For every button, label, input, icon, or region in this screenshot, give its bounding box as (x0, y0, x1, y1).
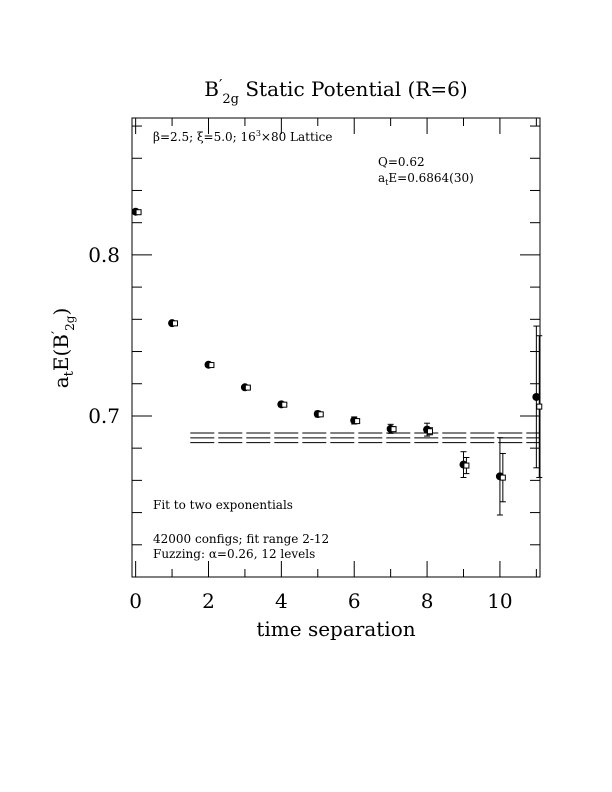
data-point-square (171, 320, 178, 327)
x-tick-label: 2 (202, 589, 215, 613)
fit-band (190, 432, 540, 444)
data-point-square (354, 418, 361, 425)
x-axis-title: time separation (256, 617, 415, 641)
data-point-square (208, 362, 215, 369)
lattice-annotation: β=2.5; ξ=5.0; 163×80 Lattice (153, 129, 332, 144)
q-annotation: Q=0.62 (378, 155, 425, 169)
y-tick-label: 0.8 (88, 243, 120, 267)
fuzzing-annotation: Fuzzing: α=0.26, 12 levels (153, 547, 315, 561)
x-tick-label: 4 (275, 589, 288, 613)
x-tick-label: 6 (348, 589, 361, 613)
plot-frame (131, 117, 541, 578)
data-point-square (244, 384, 251, 391)
energy-annotation: atE=0.6864(30) (378, 171, 474, 187)
y-axis-title: atE(B′2g) (49, 308, 77, 389)
x-tick-label: 0 (129, 589, 142, 613)
chart-title: B′2g Static Potential (R=6) (204, 76, 467, 107)
x-tick-label: 10 (487, 589, 512, 613)
data-points (131, 207, 543, 516)
data-point-square (135, 209, 142, 216)
data-point-circle (532, 392, 541, 401)
data-point-square (281, 401, 288, 408)
data-point-square (426, 428, 433, 435)
data-point-square (390, 426, 397, 433)
x-tick-label: 8 (421, 589, 434, 613)
fit-annotation: Fit to two exponentials (153, 498, 293, 512)
data-point-square (499, 474, 506, 481)
data-point-square (463, 462, 470, 469)
configs-annotation: 42000 configs; fit range 2-12 (153, 532, 329, 546)
axis-ticks (132, 118, 540, 577)
data-point-square (536, 403, 543, 410)
data-point-square (317, 411, 324, 418)
axis-tick-labels: 0 2 4 6 8 10 0.7 0.8 (88, 243, 512, 613)
y-tick-label: 0.7 (88, 404, 120, 428)
